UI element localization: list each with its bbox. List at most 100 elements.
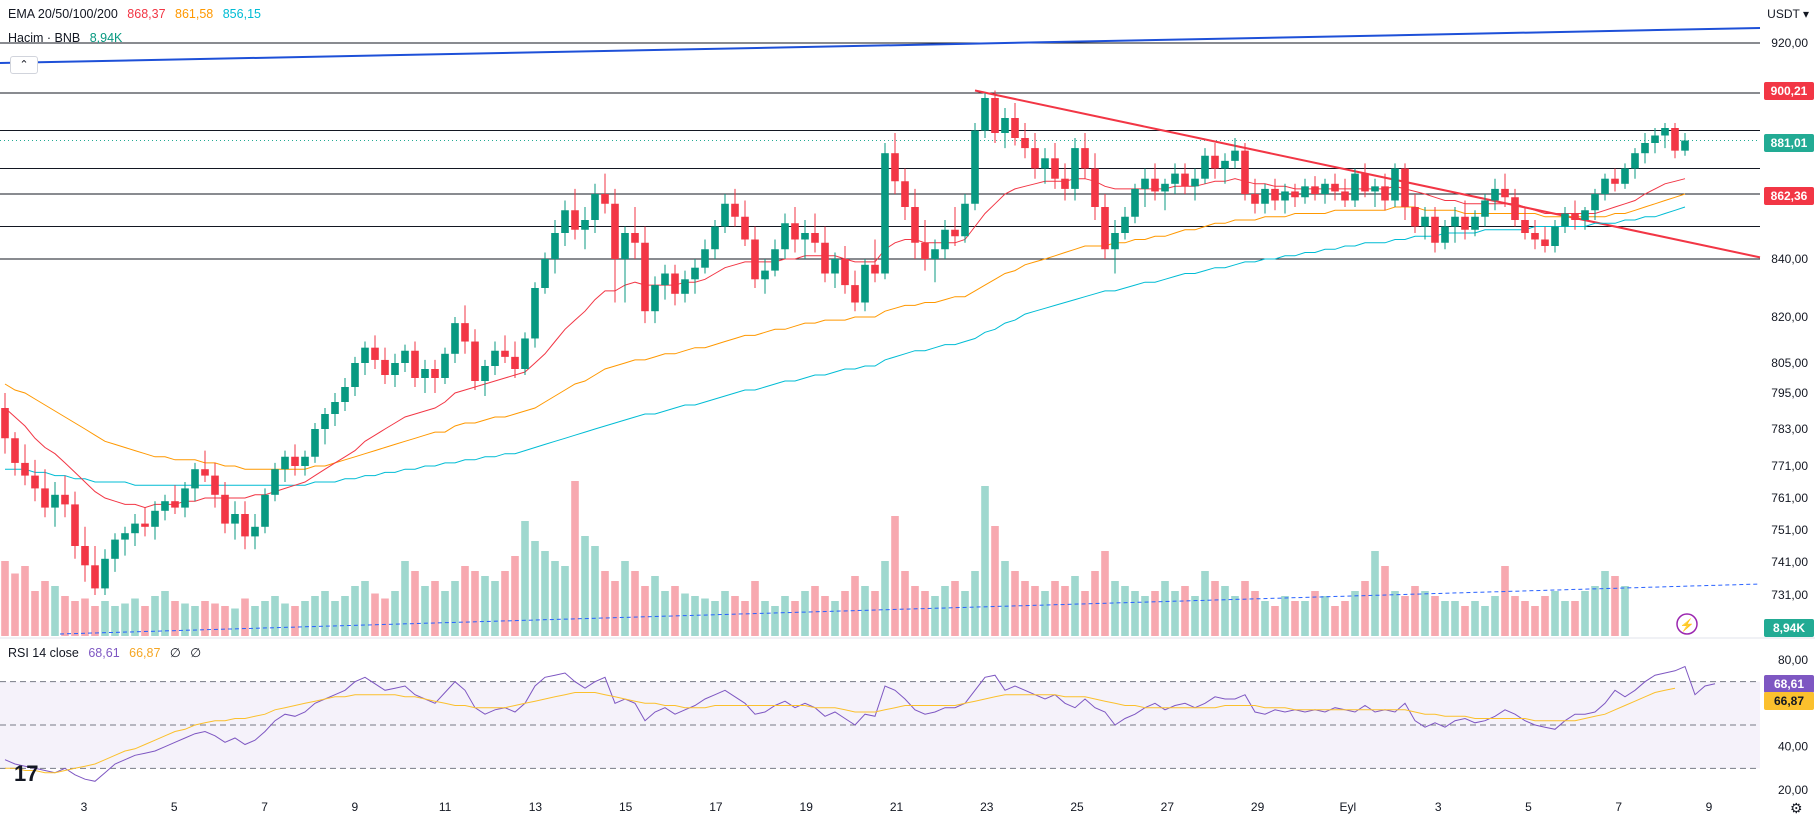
candle	[1121, 207, 1129, 240]
chevron-up-icon[interactable]: ⌃	[10, 56, 38, 74]
candle	[51, 482, 59, 527]
volume-bar	[791, 601, 799, 636]
volume-bar	[1021, 581, 1029, 636]
x-axis-tick: 11	[439, 800, 452, 814]
volume-bar	[991, 526, 999, 636]
candle-body	[21, 462, 29, 476]
candle	[1571, 200, 1579, 230]
lightning-icon[interactable]	[1676, 613, 1698, 635]
volume-bar	[381, 598, 389, 636]
candle	[671, 264, 679, 306]
candle-body	[651, 285, 659, 312]
gear-icon[interactable]: ⚙	[1790, 800, 1803, 816]
candle	[911, 188, 919, 259]
candle-body	[491, 350, 499, 366]
candle	[1471, 210, 1479, 237]
candle	[1011, 103, 1019, 146]
price-axis-tick: 741,00	[1771, 555, 1808, 569]
candle	[721, 194, 729, 233]
candle-body	[1371, 186, 1379, 192]
rsi-legend[interactable]: RSI 14 close 68,61 66,87 ∅ ∅	[8, 645, 207, 660]
volume-bar	[361, 581, 369, 636]
candle-body	[1171, 173, 1179, 184]
volume-bar	[211, 603, 219, 636]
candle-body	[761, 270, 769, 280]
candle	[901, 168, 909, 220]
volume-bar	[1541, 596, 1549, 636]
candle-body	[1491, 188, 1499, 201]
volume-bar	[1361, 581, 1369, 636]
rsi-axis-tick: 20,00	[1778, 783, 1808, 797]
candle	[1171, 163, 1179, 194]
volume-bar	[1071, 576, 1079, 636]
x-axis-tick: 9	[1706, 800, 1713, 814]
candle-body	[1651, 135, 1659, 143]
volume-bar	[1531, 606, 1539, 636]
candle	[1091, 153, 1099, 220]
volume-bar	[1221, 586, 1229, 636]
candle-body	[121, 533, 129, 540]
candle-body	[401, 350, 409, 363]
volume-bar	[251, 606, 259, 636]
volume-bar	[1131, 591, 1139, 636]
candle-body	[521, 338, 529, 369]
candle	[761, 259, 769, 294]
candle-body	[391, 363, 399, 375]
volume-bar	[461, 566, 469, 636]
volume-bar	[21, 566, 29, 636]
candle	[511, 341, 519, 378]
x-axis-tick: 3	[81, 800, 88, 814]
volume-bar	[1121, 586, 1129, 636]
candle-body	[1331, 183, 1339, 192]
volume-bar	[671, 586, 679, 636]
rsi-badge: 68,61	[1764, 675, 1814, 693]
lightning-icon-glyph: ⚡	[1680, 618, 1695, 632]
candle	[521, 332, 529, 375]
x-axis-tick: 25	[1070, 800, 1084, 814]
rsi-value: 68,61	[88, 646, 120, 660]
volume-bar	[431, 581, 439, 636]
candle	[261, 488, 269, 534]
candle	[851, 270, 859, 312]
volume-bar	[481, 576, 489, 636]
candle	[201, 450, 209, 482]
candle-body	[1621, 168, 1629, 184]
volume-legend[interactable]: Hacim · BNB 8,94K	[8, 31, 128, 45]
volume-bar	[571, 481, 579, 636]
volume-bar	[561, 566, 569, 636]
volume-bar	[531, 541, 539, 636]
volume-bar	[441, 591, 449, 636]
volume-ma-line	[59, 583, 1761, 635]
price-axis-tick: 761,00	[1771, 491, 1808, 505]
candle	[371, 335, 379, 369]
candle-body	[311, 429, 319, 457]
candle-body	[1341, 191, 1349, 201]
candle	[111, 533, 119, 572]
rsi-ma-value: 66,87	[129, 646, 161, 660]
candle	[341, 378, 349, 411]
candle	[1231, 138, 1239, 169]
candle-body	[61, 494, 69, 505]
candle	[1611, 168, 1619, 192]
candle-body	[821, 242, 829, 274]
ema100-line	[5, 206, 1686, 486]
currency-selector[interactable]: USDT ▾	[1767, 7, 1809, 21]
candle-body	[1461, 216, 1469, 230]
candle	[191, 462, 199, 502]
candle-body	[11, 438, 19, 463]
candle-body	[1001, 118, 1009, 133]
candle	[1581, 207, 1589, 230]
volume-bar	[161, 591, 169, 636]
candle	[411, 341, 419, 387]
candle	[1101, 194, 1109, 259]
candle	[1681, 133, 1689, 156]
price-axis-tick: 820,00	[1771, 310, 1808, 324]
price-axis-tick: 805,00	[1771, 356, 1808, 370]
volume-bar	[491, 581, 499, 636]
axes: 920,00840,00820,00805,00795,00783,00771,…	[0, 36, 1815, 816]
candle-body	[581, 220, 589, 230]
price-axis-tick: 731,00	[1771, 588, 1808, 602]
volume-bar	[1591, 586, 1599, 636]
ema-legend[interactable]: EMA 20/50/100/200 868,37 861,58 856,15	[8, 7, 267, 21]
